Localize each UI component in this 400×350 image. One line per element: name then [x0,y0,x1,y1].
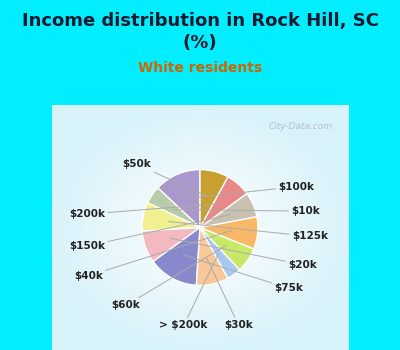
Wedge shape [200,228,254,270]
Text: $50k: $50k [122,159,208,197]
Wedge shape [200,228,240,278]
Text: $150k: $150k [69,215,229,251]
Wedge shape [200,217,258,249]
Text: $125k: $125k [169,222,328,242]
Text: $10k: $10k [174,206,320,216]
Text: $100k: $100k [187,182,314,198]
Text: > $200k: > $200k [160,253,219,330]
Text: $60k: $60k [111,245,226,310]
Text: $40k: $40k [74,231,232,281]
Wedge shape [158,170,200,228]
Wedge shape [200,177,247,228]
Wedge shape [153,228,200,285]
Text: Income distribution in Rock Hill, SC
(%): Income distribution in Rock Hill, SC (%) [22,12,378,52]
Text: $75k: $75k [185,256,304,293]
Text: City-Data.com: City-Data.com [268,122,332,131]
Text: $20k: $20k [170,238,317,270]
Text: $30k: $30k [207,259,253,330]
Text: $200k: $200k [69,204,221,219]
Wedge shape [196,228,228,285]
Text: White residents: White residents [138,61,262,75]
Wedge shape [200,194,257,228]
Wedge shape [142,203,200,231]
Wedge shape [142,228,200,261]
Wedge shape [200,170,228,228]
Wedge shape [148,188,200,228]
